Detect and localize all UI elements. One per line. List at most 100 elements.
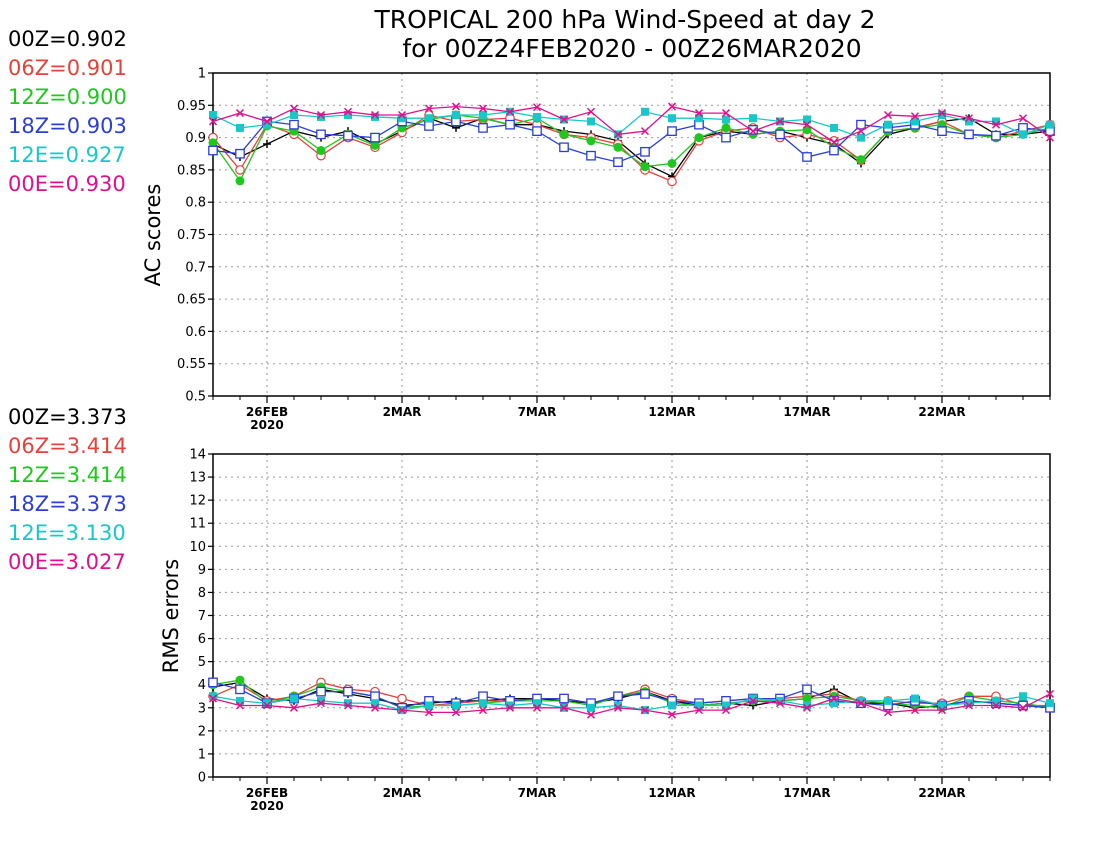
point-21 bbox=[775, 117, 785, 126]
point-13 bbox=[559, 693, 569, 704]
point-4 bbox=[316, 146, 326, 156]
point-15 bbox=[613, 157, 623, 167]
point-3 bbox=[289, 703, 299, 712]
point-30 bbox=[1019, 130, 1027, 139]
y-tick-label: 8 bbox=[198, 586, 206, 601]
point-17 bbox=[667, 126, 677, 136]
x-tick-label: 12MAR bbox=[648, 786, 695, 800]
point-11 bbox=[505, 107, 515, 116]
point-18 bbox=[694, 706, 704, 715]
point-12 bbox=[533, 112, 541, 121]
x-tick-label: 7MAR bbox=[518, 786, 557, 800]
point-26 bbox=[910, 112, 920, 121]
point-0 bbox=[208, 694, 218, 703]
point-31 bbox=[1045, 133, 1055, 142]
point-4 bbox=[316, 129, 326, 140]
point-15 bbox=[614, 701, 622, 710]
series-line bbox=[212, 105, 1051, 143]
grid bbox=[213, 454, 1050, 777]
y-tick-label: 14 bbox=[189, 448, 206, 463]
point-14 bbox=[586, 710, 596, 719]
y-tick-label: 0.5 bbox=[185, 390, 206, 405]
legend-entry-12Z: 12Z=0.900 bbox=[8, 85, 127, 109]
point-13 bbox=[559, 115, 569, 124]
point-19 bbox=[721, 109, 731, 118]
point-11 bbox=[505, 703, 515, 712]
point-9 bbox=[451, 708, 461, 717]
point-7 bbox=[397, 693, 407, 704]
series-line bbox=[212, 693, 1051, 716]
point-25 bbox=[883, 110, 893, 120]
x-tick-label: 17MAR bbox=[783, 405, 830, 419]
legend-entry-12Z: 12Z=3.414 bbox=[8, 463, 127, 487]
point-22 bbox=[802, 684, 812, 695]
y-tick-label: 11 bbox=[189, 517, 206, 532]
point-22 bbox=[802, 703, 812, 712]
point-29 bbox=[992, 696, 1000, 705]
point-0 bbox=[208, 677, 218, 688]
point-1 bbox=[236, 696, 244, 705]
point-31 bbox=[1046, 120, 1054, 129]
point-1 bbox=[235, 148, 245, 159]
y-tick-label: 1 bbox=[198, 747, 206, 762]
point-5 bbox=[344, 110, 352, 119]
point-23 bbox=[830, 123, 838, 132]
point-24 bbox=[856, 699, 866, 708]
point-24 bbox=[857, 133, 865, 142]
point-3 bbox=[290, 110, 298, 119]
point-19 bbox=[722, 115, 730, 124]
legend-entry-18Z: 18Z=3.373 bbox=[8, 492, 127, 516]
legend-entry-00Z: 00Z=0.902 bbox=[8, 27, 127, 51]
series-00E bbox=[208, 689, 1055, 719]
point-22 bbox=[802, 694, 812, 704]
legend-entry-06Z: 06Z=0.901 bbox=[8, 56, 127, 80]
point-3 bbox=[290, 694, 298, 703]
point-23 bbox=[829, 694, 839, 703]
plot-frame bbox=[212, 72, 1051, 397]
point-8 bbox=[425, 114, 433, 123]
point-17 bbox=[668, 701, 676, 710]
point-0 bbox=[209, 692, 217, 701]
point-9 bbox=[451, 102, 461, 111]
point-18 bbox=[694, 133, 704, 143]
y-tick-label: 0.85 bbox=[177, 163, 206, 178]
series-line bbox=[212, 681, 1051, 709]
point-16 bbox=[640, 162, 650, 172]
point-2 bbox=[263, 699, 271, 708]
point-26 bbox=[911, 117, 919, 126]
series-line bbox=[212, 695, 1051, 711]
y-tick-label: 7 bbox=[198, 609, 206, 624]
point-1 bbox=[235, 165, 245, 175]
legend-entry-12E: 12E=3.130 bbox=[8, 521, 126, 545]
point-23 bbox=[829, 138, 839, 147]
legend-entry-00Z: 00Z=3.373 bbox=[8, 405, 127, 429]
x-tick-label: 22MAR bbox=[918, 405, 965, 419]
point-1 bbox=[235, 176, 245, 186]
point-1 bbox=[235, 684, 245, 695]
point-4 bbox=[316, 699, 326, 708]
point-22 bbox=[802, 152, 812, 162]
point-30 bbox=[1018, 114, 1028, 123]
point-21 bbox=[775, 699, 785, 708]
point-27 bbox=[937, 126, 947, 136]
point-19 bbox=[721, 132, 731, 143]
point-23 bbox=[830, 699, 838, 708]
point-15 bbox=[613, 703, 623, 712]
point-31 bbox=[1045, 689, 1055, 698]
x-tick-label: 22MAR bbox=[918, 786, 965, 800]
series-12Z bbox=[208, 675, 1055, 713]
x-tick-label: 7MAR bbox=[518, 405, 557, 419]
y-tick-label: 0.9 bbox=[185, 131, 206, 146]
point-30 bbox=[1019, 692, 1027, 701]
point-19 bbox=[722, 701, 730, 710]
series-00Z bbox=[209, 114, 1054, 181]
series-line bbox=[212, 120, 1051, 163]
point-29 bbox=[991, 130, 1001, 141]
point-29 bbox=[991, 120, 1001, 129]
point-15 bbox=[613, 691, 623, 702]
point-9 bbox=[452, 110, 460, 119]
point-20 bbox=[748, 127, 758, 136]
point-5 bbox=[343, 701, 353, 710]
